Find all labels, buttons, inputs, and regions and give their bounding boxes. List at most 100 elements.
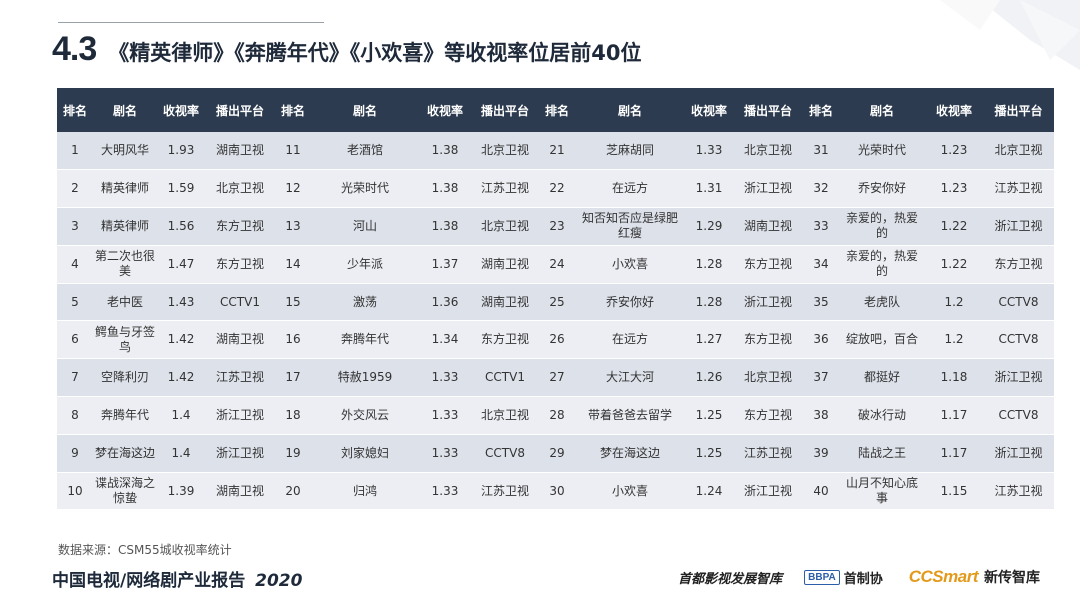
- table-cell: 精英律师: [93, 169, 157, 209]
- table-cell: 33: [803, 207, 839, 246]
- table-cell: 13: [275, 207, 311, 246]
- page-title: 4.3 《精英律师》《奔腾年代》《小欢喜》等收视率位居前40位: [52, 30, 642, 70]
- table-cell: 光荣时代: [311, 169, 419, 209]
- table-cell: 36: [803, 320, 839, 360]
- table-cell: 1.18: [925, 358, 983, 398]
- ratings-table: 排名 剧名 收视率 播出平台 排名 剧名 收视率 播出平台 排名 剧名 收视率 播出平台 排名 剧名 收视率…: [57, 88, 1054, 511]
- table-cell: 1.26: [685, 358, 733, 398]
- table-cell: 精英律师: [93, 207, 157, 246]
- table-cell: 21: [539, 132, 575, 171]
- column-header: 排名: [62, 103, 87, 118]
- table-row: 9 梦在海这边 1.4 浙江卫视 19 刘家媳妇 1.33 CCTV8 29 梦在海这边 1.25 江…: [57, 434, 1054, 473]
- table-cell: 38: [803, 396, 839, 435]
- table-cell: 1.56: [157, 207, 205, 246]
- table-cell: 空降利刃: [93, 358, 157, 398]
- table-cell: 小欢喜: [575, 245, 685, 284]
- report-title-text: 中国电视/网络剧产业报告: [52, 571, 246, 591]
- table-cell: 第二次也很美: [93, 245, 157, 284]
- table-cell: 鳄鱼与牙签鸟: [93, 320, 157, 360]
- table-cell: 27: [539, 358, 575, 398]
- table-cell: 梦在海这边: [575, 434, 685, 473]
- table-cell: 江苏卫视: [205, 358, 275, 398]
- table-cell: 大明风华: [93, 132, 157, 171]
- table-cell: 15: [275, 283, 311, 322]
- table-row: 1 大明风华 1.93 湖南卫视 11 老酒馆 1.38 北京卫视 21 芝麻胡同 1.33 北京卫视…: [57, 132, 1054, 171]
- table-cell: 浙江卫视: [733, 472, 803, 511]
- column-header: 排名: [808, 103, 833, 118]
- table-cell: 乔安你好: [575, 283, 685, 322]
- table-cell: 18: [275, 396, 311, 435]
- table-cell: 湖南卫视: [205, 320, 275, 360]
- table-cell: 1.17: [925, 396, 983, 435]
- column-header: 排名: [544, 103, 569, 118]
- table-row: 2 精英律师 1.59 北京卫视 12 光荣时代 1.38 江苏卫视 22 在远方 1.31 浙江卫视…: [57, 169, 1054, 209]
- table-cell: 浙江卫视: [205, 434, 275, 473]
- table-cell: 40: [803, 472, 839, 511]
- table-cell: 28: [539, 396, 575, 435]
- table-cell: CCTV8: [471, 434, 539, 473]
- table-cell: 山月不知心底事: [839, 472, 925, 511]
- column-header: 收视率: [935, 103, 972, 118]
- table-cell: 奔腾年代: [93, 396, 157, 435]
- table-cell: 东方卫视: [983, 245, 1054, 284]
- bbpa-logo: BBPA 首制协: [804, 568, 883, 587]
- table-cell: 1.38: [419, 169, 471, 209]
- table-cell: 浙江卫视: [733, 283, 803, 322]
- table-cell: 8: [57, 396, 93, 435]
- column-header: 排名: [280, 103, 305, 118]
- table-cell: 29: [539, 434, 575, 473]
- table-cell: 1.4: [157, 396, 205, 435]
- table-cell: 北京卫视: [733, 132, 803, 171]
- table-cell: 少年派: [311, 245, 419, 284]
- table-cell: 小欢喜: [575, 472, 685, 511]
- table-cell: 亲爱的，热爱的: [839, 245, 925, 284]
- table-cell: 1.33: [419, 434, 471, 473]
- table-cell: 1.23: [925, 132, 983, 171]
- table-cell: 1.24: [685, 472, 733, 511]
- column-header: 播出平台: [743, 103, 792, 118]
- table-cell: 江苏卫视: [471, 169, 539, 209]
- table-cell: 17: [275, 358, 311, 398]
- ccsmart-logo-mark: CCSmart: [908, 567, 979, 586]
- table-cell: 1.28: [685, 283, 733, 322]
- table-cell: 2: [57, 169, 93, 209]
- table-cell: 河山: [311, 207, 419, 246]
- table-cell: CCTV1: [471, 358, 539, 398]
- table-cell: 东方卫视: [205, 207, 275, 246]
- table-cell: 10: [57, 472, 93, 511]
- table-cell: 江苏卫视: [471, 472, 539, 511]
- column-header: 剧名: [112, 103, 137, 118]
- table-cell: 特赦1959: [311, 358, 419, 398]
- table-cell: 9: [57, 434, 93, 473]
- table-cell: 1.43: [157, 283, 205, 322]
- title-divider-line: [58, 22, 324, 23]
- table-cell: 老中医: [93, 283, 157, 322]
- table-cell: CCTV8: [983, 396, 1054, 435]
- table-cell: 陆战之王: [839, 434, 925, 473]
- table-cell: 老虎队: [839, 283, 925, 322]
- table-cell: 12: [275, 169, 311, 209]
- table-cell: 1.33: [419, 358, 471, 398]
- table-row: 8 奔腾年代 1.4 浙江卫视 18 外交风云 1.33 北京卫视 28 带着爸爸去留学 1.25 东…: [57, 396, 1054, 435]
- table-cell: 绽放吧，百合: [839, 320, 925, 360]
- table-cell: 4: [57, 245, 93, 284]
- table-cell: 1.93: [157, 132, 205, 171]
- table-cell: 35: [803, 283, 839, 322]
- table-cell: 1.2: [925, 283, 983, 322]
- table-cell: 浙江卫视: [205, 396, 275, 435]
- table-cell: 东方卫视: [733, 320, 803, 360]
- table-cell: 24: [539, 245, 575, 284]
- ccsmart-logo: CCSmart 新传智库: [909, 567, 1040, 587]
- table-cell: 1.33: [419, 396, 471, 435]
- table-cell: 6: [57, 320, 93, 360]
- table-cell: 1.25: [685, 434, 733, 473]
- table-row: 3 精英律师 1.56 东方卫视 13 河山 1.38 北京卫视 23 知否知否应是绿肥红瘦 1.2…: [57, 207, 1054, 246]
- section-number: 4.3: [52, 30, 97, 68]
- table-cell: 北京卫视: [205, 169, 275, 209]
- table-cell: 31: [803, 132, 839, 171]
- table-cell: 东方卫视: [205, 245, 275, 284]
- table-cell: 1.29: [685, 207, 733, 246]
- table-cell: 乔安你好: [839, 169, 925, 209]
- table-cell: 11: [275, 132, 311, 171]
- table-cell: 湖南卫视: [205, 472, 275, 511]
